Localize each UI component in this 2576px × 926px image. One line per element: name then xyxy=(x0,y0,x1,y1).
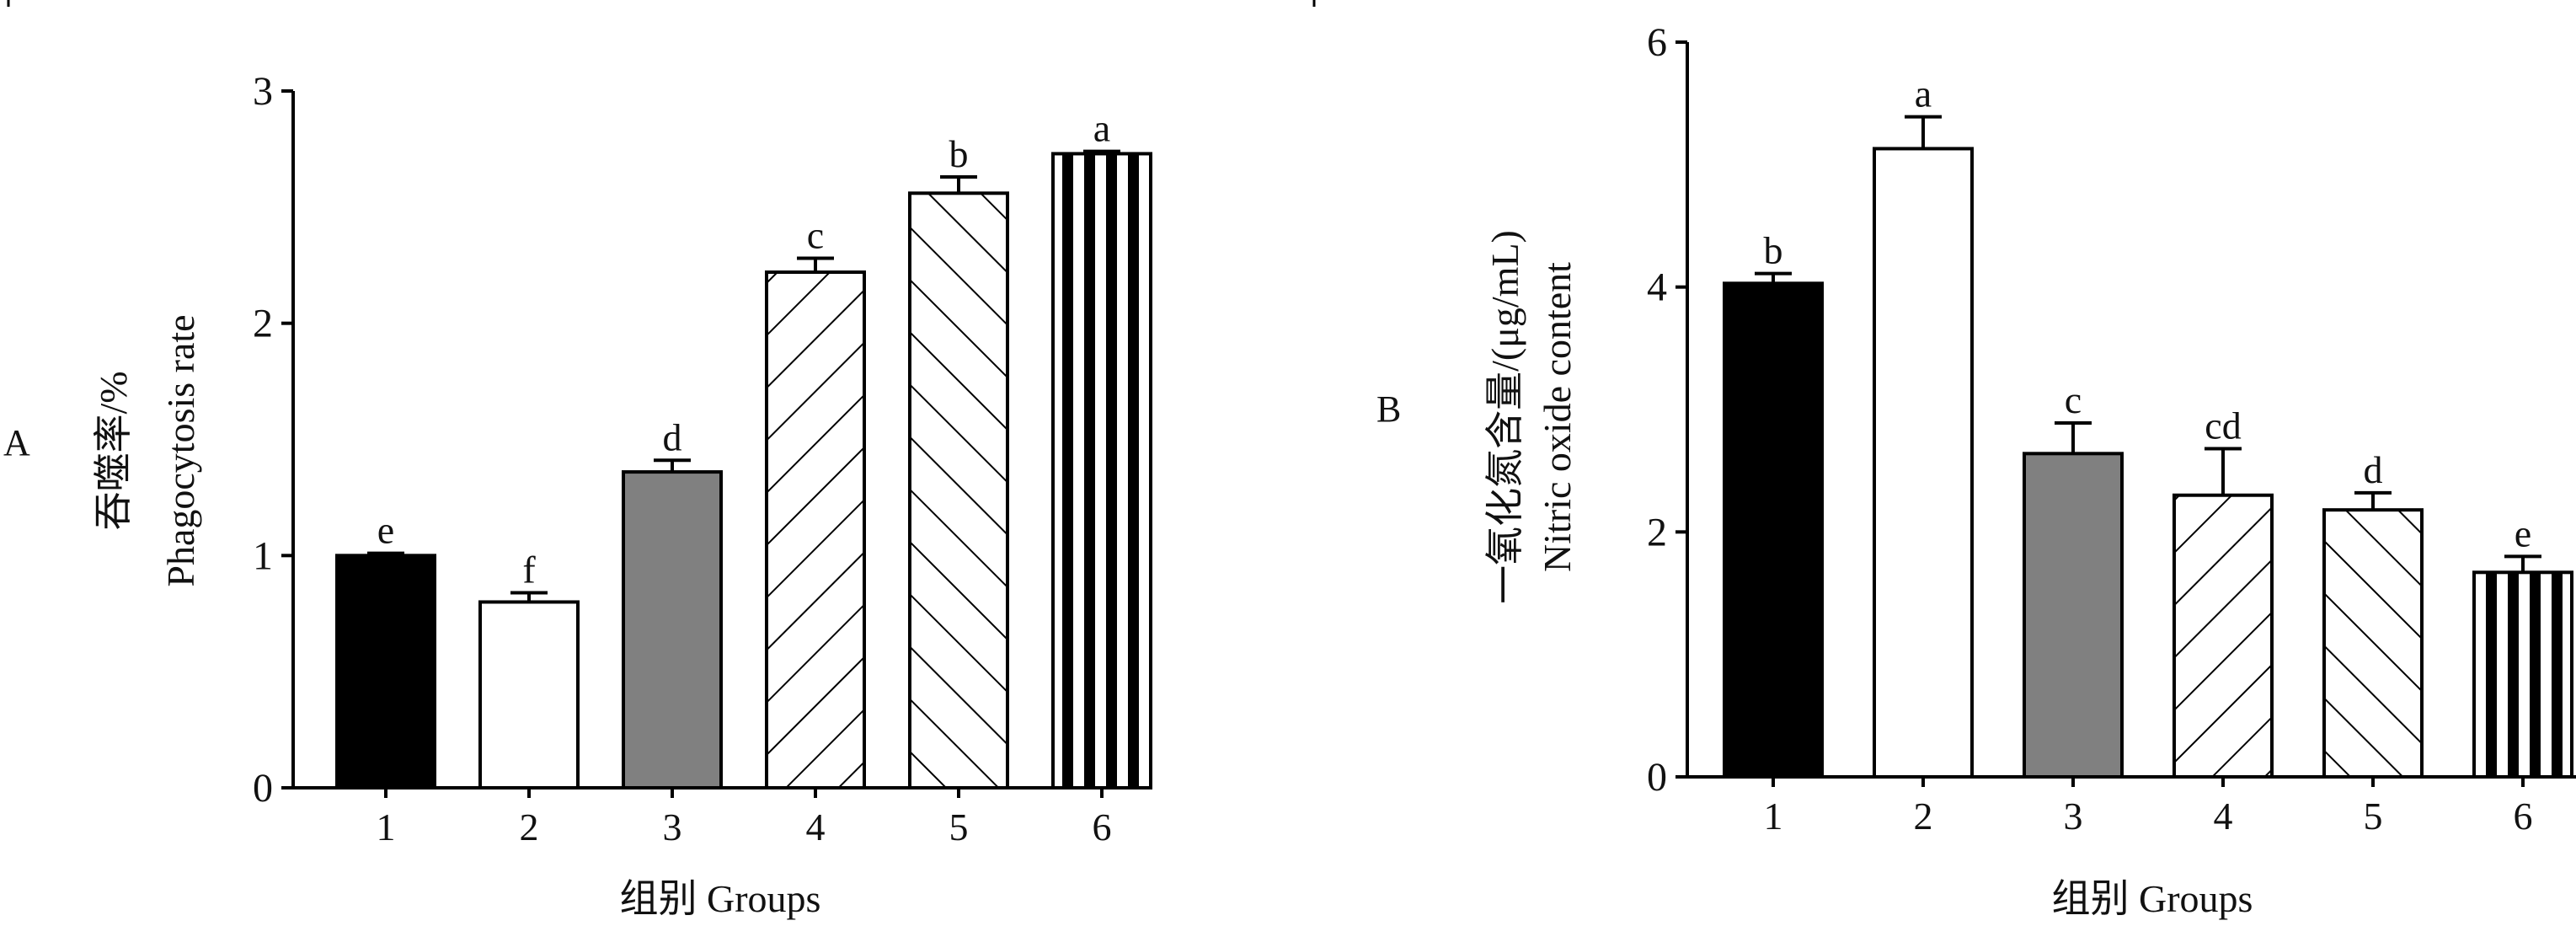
x-tick-label-1: 1 xyxy=(1764,795,1783,838)
x-tick-label-5: 5 xyxy=(2364,795,2383,838)
bars-a: e f d c b a xyxy=(335,107,1152,790)
bar-3 xyxy=(622,470,723,790)
bar-4 xyxy=(765,270,866,790)
significance-letter-5: b xyxy=(949,132,969,175)
significance-letter-1: e xyxy=(377,509,394,552)
x-axis-title-a: 组别 Groups xyxy=(620,877,821,920)
axes-a: 1 2 3 4 5 6 0 1 2 3 xyxy=(253,69,1146,848)
x-tick-label-6: 6 xyxy=(1093,806,1112,848)
bars-b: b a c cd d e xyxy=(1723,72,2573,779)
y-tick-label-0: 0 xyxy=(253,766,273,811)
x-tick-label-2: 2 xyxy=(1914,795,1933,838)
panel-b: B 一氧化氮含量/(μg/mL) Nitric oxide content b a… xyxy=(1376,20,2576,920)
bar-1 xyxy=(335,554,436,790)
axes-b: 1 2 3 4 5 6 0 2 4 6 xyxy=(1647,20,2576,838)
x-tick-label-1: 1 xyxy=(377,806,396,848)
significance-letter-4: c xyxy=(807,213,824,256)
axis-title-y-a: 吞噬率/% Phagocytosis rate xyxy=(92,314,202,586)
bar-6 xyxy=(2472,570,2573,779)
bar-2 xyxy=(1873,147,1974,779)
bar-1 xyxy=(1723,281,1824,779)
significance-letter-1: b xyxy=(1764,229,1783,272)
y-tick-label-3: 3 xyxy=(253,69,273,114)
significance-letter-2: a xyxy=(1915,72,1932,115)
axis-title-y-b: 一氧化氮含量/(μg/mL) Nitric oxide content xyxy=(1483,230,1579,604)
significance-letter-6: e xyxy=(2515,511,2531,554)
x-tick-label-4: 4 xyxy=(806,806,826,848)
x-axis-title-b: 组别 Groups xyxy=(2052,877,2253,920)
ylabel-en-b: Nitric oxide content xyxy=(1536,262,1579,572)
bar-2 xyxy=(478,600,580,790)
significance-letter-6: a xyxy=(1093,107,1110,150)
ylabel-cn-a: 吞噬率/% xyxy=(92,371,135,530)
x-tick-label-2: 2 xyxy=(520,806,539,848)
panel-label-b: B xyxy=(1376,388,1401,430)
x-tick-label-6: 6 xyxy=(2514,795,2533,838)
significance-letter-3: c xyxy=(2065,378,2082,421)
x-tick-label-3: 3 xyxy=(2064,795,2083,838)
significance-letter-4: cd xyxy=(2205,404,2241,447)
y-tick-label-2: 2 xyxy=(1647,510,1667,554)
x-tick-label-4: 4 xyxy=(2214,795,2233,838)
bar-5 xyxy=(908,191,1009,790)
y-tick-label-2: 2 xyxy=(253,302,273,346)
ylabel-en-a: Phagocytosis rate xyxy=(159,314,202,586)
y-tick-label-6: 6 xyxy=(1647,20,1667,65)
y-tick-label-4: 4 xyxy=(1647,265,1667,310)
bar-5 xyxy=(2322,508,2424,779)
significance-letter-5: d xyxy=(2364,448,2383,491)
significance-letter-3: d xyxy=(663,415,682,458)
significance-letter-2: f xyxy=(522,548,536,591)
ylabel-cn-b: 一氧化氮含量/(μg/mL) xyxy=(1483,230,1526,604)
bar-3 xyxy=(2023,452,2124,779)
x-tick-label-3: 3 xyxy=(663,806,682,848)
panel-a: A 吞噬率/% Phagocytosis rate e f d c b a 1 2 3 4 5 6 0… xyxy=(3,69,1152,920)
bar-6 xyxy=(1051,152,1152,790)
x-tick-label-5: 5 xyxy=(949,806,969,848)
panel-label-a: A xyxy=(3,422,30,463)
bar-4 xyxy=(2172,493,2274,779)
y-tick-label-1: 1 xyxy=(253,533,273,578)
y-tick-label-0: 0 xyxy=(1647,755,1667,800)
